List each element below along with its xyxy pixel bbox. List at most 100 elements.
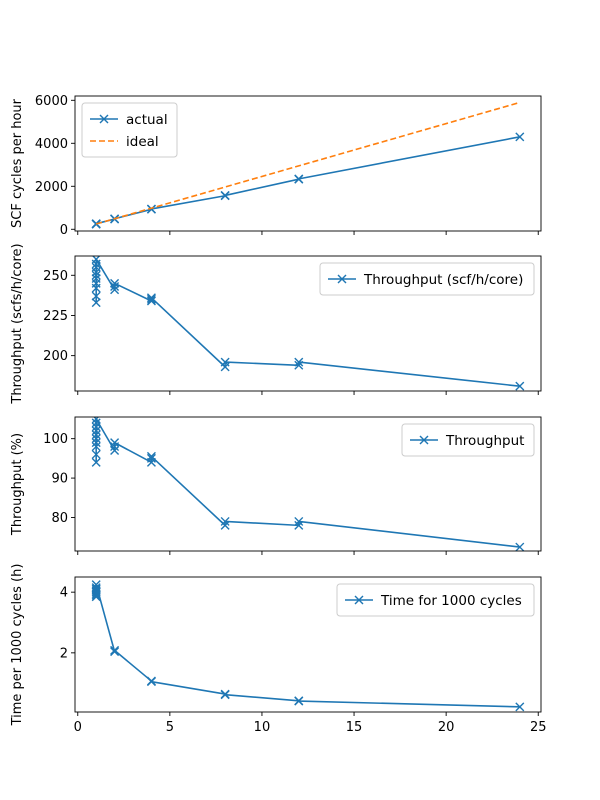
series-2-0-point-18: [294, 520, 304, 530]
series-1-0-point-5-b: [91, 270, 101, 280]
time-per-1000-cycles-panel: Time per 1000 cycles (h) 2 4 0 5 10 15 20 25 Tim…: [10, 564, 547, 735]
panel-0-legend-label-0: actual: [126, 112, 168, 128]
series-1-0-point-4: [91, 274, 101, 283]
series-2-0-point-4: [91, 434, 101, 444]
panel-0-ytick-label-2: 4000: [35, 137, 68, 152]
series-3-0-point-15-b: [294, 696, 304, 706]
panel-0-ytick-label-3: 6000: [35, 94, 68, 109]
series-2-0-point-17: [220, 516, 230, 526]
series-2-0-point-20: [515, 542, 525, 551]
panel-0-plot-area: [91, 101, 525, 229]
series-1-0-point-10-b: [110, 285, 120, 295]
panel-1-ytick-label-0: 200: [43, 349, 68, 364]
panel-0-ytick-label-0: 0: [60, 223, 68, 238]
panel-1-legend-box: [319, 262, 535, 296]
series-0-0-point-9-b: [220, 190, 230, 200]
panel-0-legend: actual ideal: [81, 102, 178, 158]
series-1-0-point-20-b: [515, 381, 525, 391]
series-2-0-point-12: [110, 438, 120, 448]
series-2-0-point-11: [110, 442, 120, 452]
series-1-0-point-5: [91, 270, 101, 280]
series-3-0-point-16-b: [515, 702, 525, 712]
series-1-0-point-12: [110, 278, 120, 288]
panel-2-ytick-label-2: 100: [43, 432, 68, 447]
series-3-0-point-16: [515, 702, 525, 712]
series-1-0-point-4-b: [91, 274, 101, 283]
series-3-0-point-8: [110, 647, 120, 657]
series-1-0-point-20: [515, 381, 525, 391]
panel-3-plot-area: [91, 580, 525, 712]
panel-2-legend-box: [401, 423, 535, 457]
panel-3-xtick-label-2: 10: [254, 720, 271, 735]
series-1-0-point-11-b: [110, 282, 120, 292]
series-2-0-point-7: [91, 422, 101, 432]
throughput-percent-panel: Throughput (%) 80 90 100 Throughput: [10, 416, 542, 555]
series-1-0-point-17-b: [220, 357, 230, 367]
series-2-0-point-14-b: [146, 453, 156, 463]
series-2-0-point-19: [294, 516, 304, 526]
panel-3-ytick-label-1: 4: [60, 586, 68, 601]
series-0-0-point-11: [294, 174, 304, 184]
series-2-0-point-5-b: [91, 430, 101, 440]
series-1-0-point-0: [91, 298, 101, 308]
scf-cycles-per-hour-panel: SCF cycles per hour 0 2000 4000 6000 actual i…: [10, 94, 542, 238]
panel-1-legend-marker-0: [337, 274, 347, 284]
series-1-0-point-9: [91, 256, 101, 264]
series-2-0-point-8-b: [91, 418, 101, 428]
panel-1-legend-label-0: Throughput (scf/h/core): [363, 272, 523, 288]
series-1-0-point-14: [146, 294, 156, 304]
panel-3-frame: [74, 576, 542, 713]
series-2-0-point-5: [91, 430, 101, 440]
panel-1-frame: [74, 255, 542, 392]
panel-2-ytick-label-0: 80: [51, 511, 68, 526]
series-2-0-point-0: [91, 457, 101, 467]
series-1-0-point-18-b: [294, 360, 304, 370]
panel-3-ylabel: Time per 1000 cycles (h): [10, 564, 25, 727]
series-2-0-point-7-b: [91, 422, 101, 432]
series-2-0-point-6-b: [91, 426, 101, 436]
series-3-0-point-8-b: [110, 647, 120, 657]
series-3-0-point-11: [146, 677, 156, 687]
panel-0-ylabel: SCF cycles per hour: [10, 98, 25, 228]
series-3-0-point-6: [91, 583, 101, 593]
series-3-0-point-11-b: [146, 677, 156, 687]
series-1-0-point-12-b: [110, 278, 120, 288]
series-2-0-point-2-b: [91, 442, 101, 452]
panel-3-legend: Time for 1000 cycles: [336, 583, 535, 617]
series-2-0-point-14: [146, 453, 156, 463]
panel-3-legend-marker-0-b: [354, 595, 364, 605]
series-1-0-point-7-b: [91, 262, 101, 272]
series-1-0-point-7: [91, 262, 101, 272]
series-1-0-point-9-b: [91, 256, 101, 264]
panel-1-legend-marker-0-b: [337, 274, 347, 284]
series-3-0-point-7-b: [91, 580, 101, 590]
panel-2-legend-marker-0-b: [419, 435, 429, 445]
panel-3-legend-marker-0: [354, 595, 364, 605]
panel-1-plot-area: [91, 256, 525, 391]
series-2-0-point-4-b: [91, 434, 101, 444]
series-2-0-point-3: [91, 438, 101, 448]
series-0-0-point-9: [220, 190, 230, 200]
series-1-0-point-1: [91, 291, 101, 301]
series-1-0-point-11: [110, 282, 120, 292]
series-2-0-point-18-b: [294, 520, 304, 530]
series-3-0-point-7: [91, 580, 101, 590]
series-2-0-point-0-b: [91, 457, 101, 467]
series-2-0-point-15-b: [146, 451, 156, 461]
series-1-0-point-18: [294, 360, 304, 370]
series-1-0-point-19-b: [294, 357, 304, 367]
series-3-0-point-9: [110, 645, 120, 655]
series-2-0-point-10-b: [110, 446, 120, 455]
panel-0-legend-marker-0-b: [99, 114, 109, 124]
series-2-0-point-11-b: [110, 442, 120, 452]
series-3-0-point-13-b: [220, 690, 230, 700]
panel-3-xtick-label-5: 25: [530, 720, 547, 735]
panel-3-xtick-label-4: 20: [438, 720, 455, 735]
panel-2-ytick-label-1: 90: [51, 472, 68, 487]
series-3-0-point-6-b: [91, 583, 101, 593]
series-2-0-point-9: [91, 417, 101, 424]
series-1-0-point-15: [146, 293, 156, 303]
series-1-0-point-13-b: [146, 296, 156, 306]
panel-3-xtick-label-1: 5: [166, 720, 174, 735]
panel-2-plot-area: [91, 417, 525, 551]
